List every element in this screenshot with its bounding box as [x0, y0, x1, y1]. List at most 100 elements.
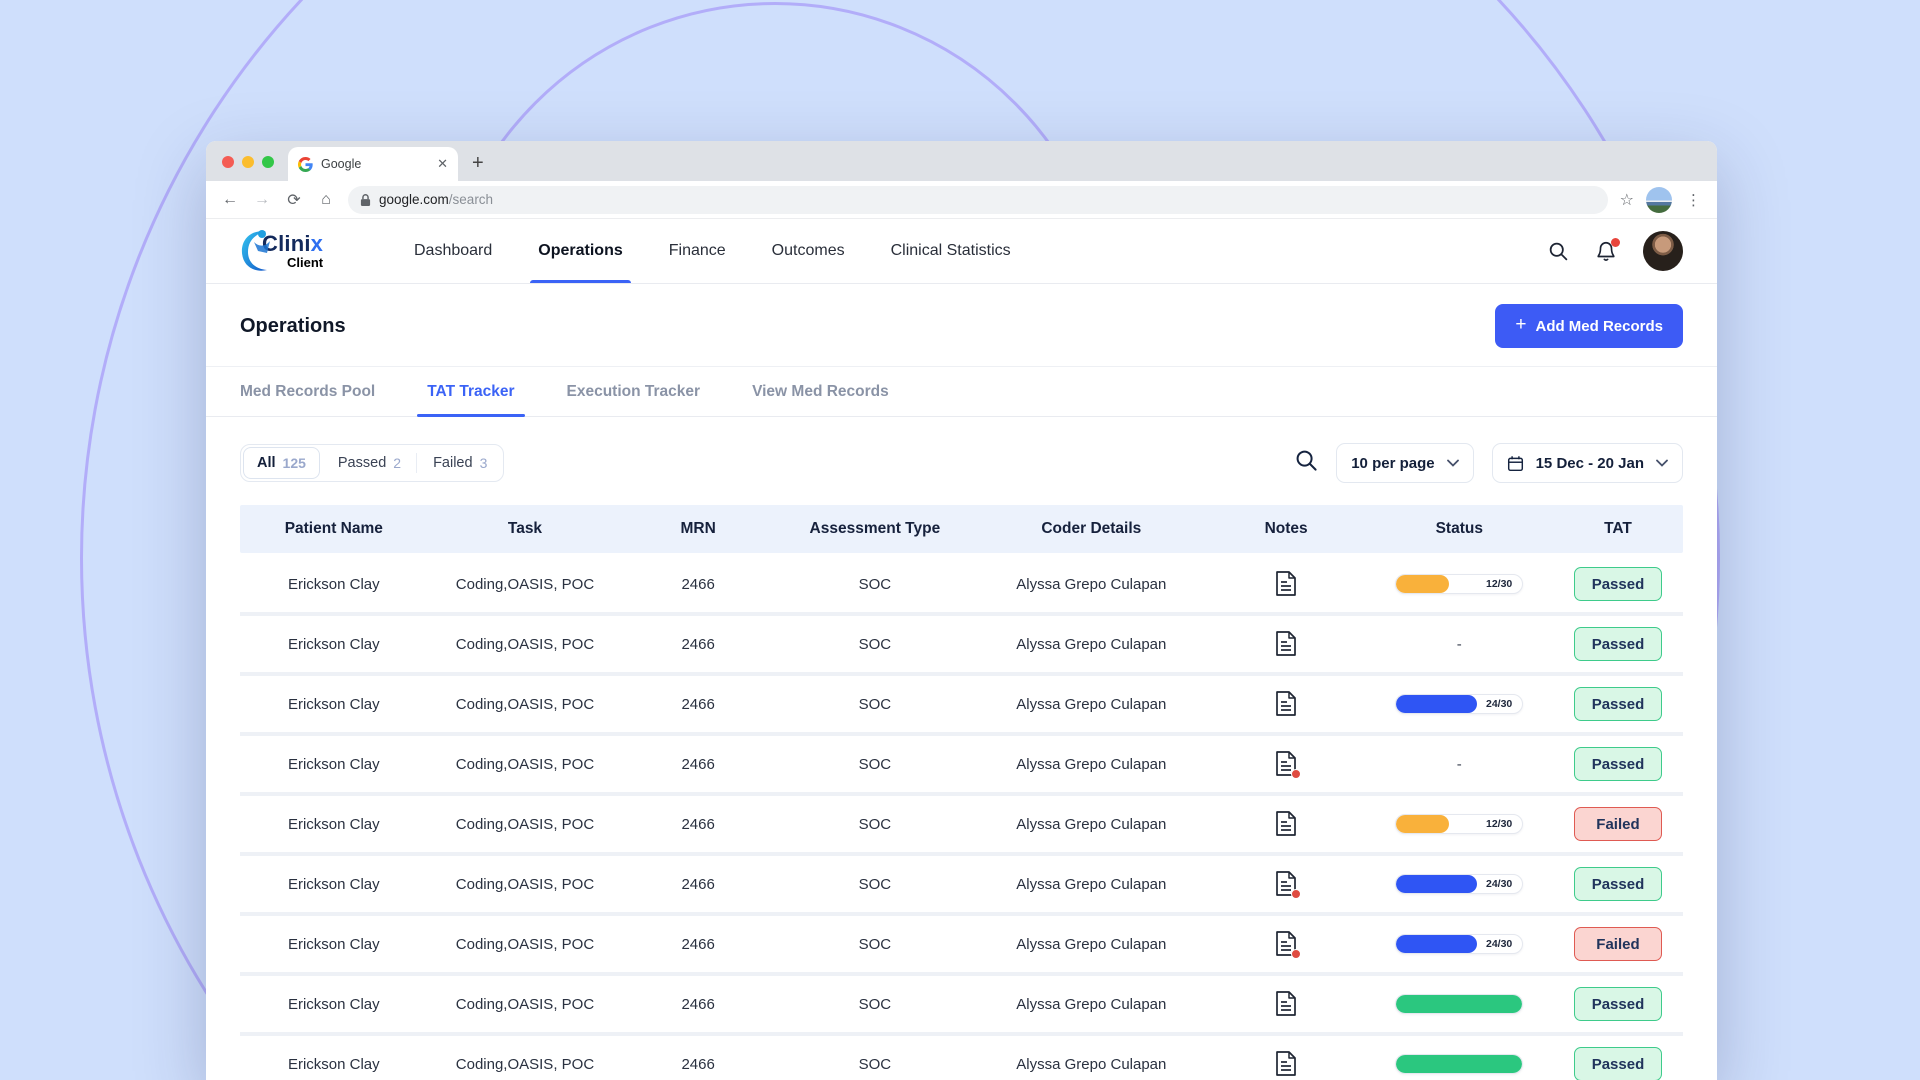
cell-notes	[1207, 630, 1366, 658]
cell-patient: Erickson Clay	[287, 575, 380, 593]
progress-bar	[1395, 1054, 1524, 1074]
filter-failed[interactable]: Failed 3	[417, 445, 503, 481]
search-icon[interactable]	[1548, 241, 1569, 262]
tab-tat-tracker[interactable]: TAT Tracker	[417, 367, 525, 417]
logo-x: x	[310, 231, 324, 256]
table-row[interactable]: Erickson Clay Coding,OASIS, POC 2466 SOC Aly…	[240, 856, 1683, 916]
cell-task: Coding,OASIS, POC	[455, 575, 595, 593]
tat-tracker-table: Patient Name Task MRN Assessment Type Coder …	[240, 505, 1683, 1080]
table-row[interactable]: Erickson Clay Coding,OASIS, POC 2466 SOC Aly…	[240, 1036, 1683, 1080]
cell-patient: Erickson Clay	[287, 935, 380, 953]
note-document-icon[interactable]	[1274, 690, 1298, 718]
progress-label: 24/30	[1485, 938, 1513, 950]
table-row[interactable]: Erickson Clay Coding,OASIS, POC 2466 SOC Aly…	[240, 796, 1683, 856]
forward-icon[interactable]: →	[254, 190, 270, 208]
cell-mrn: 2466	[681, 815, 715, 833]
notifications-bell-icon[interactable]	[1595, 238, 1620, 262]
filter-count: 125	[282, 455, 306, 471]
tab-close-icon[interactable]: ✕	[437, 156, 448, 171]
progress-label: 24/30	[1485, 698, 1513, 710]
cell-notes	[1207, 930, 1366, 959]
progress-fill	[1396, 875, 1477, 893]
reload-icon[interactable]: ⟳	[287, 191, 301, 209]
close-window-button[interactable]	[222, 156, 234, 168]
cell-task: Coding,OASIS, POC	[455, 815, 595, 833]
nav-item-finance[interactable]: Finance	[668, 242, 726, 259]
column-header-patient-name: Patient Name	[284, 520, 383, 537]
note-document-icon[interactable]	[1274, 1050, 1298, 1078]
window-controls[interactable]	[206, 156, 288, 181]
note-document-icon[interactable]	[1274, 990, 1298, 1018]
user-avatar[interactable]	[1643, 231, 1683, 271]
table-body: Erickson Clay Coding,OASIS, POC 2466 SOC Aly…	[240, 556, 1683, 1080]
note-document-icon[interactable]	[1274, 570, 1298, 598]
cell-mrn: 2466	[681, 635, 715, 653]
filter-all[interactable]: All 125	[243, 447, 320, 479]
note-document-icon[interactable]	[1274, 810, 1298, 838]
note-document-icon[interactable]	[1274, 750, 1302, 779]
cell-task: Coding,OASIS, POC	[455, 755, 595, 773]
per-page-select[interactable]: 10 per page	[1336, 443, 1474, 483]
table-row[interactable]: Erickson Clay Coding,OASIS, POC 2466 SOC Aly…	[240, 736, 1683, 796]
cell-notes	[1207, 690, 1366, 718]
cell-task: Coding,OASIS, POC	[455, 875, 595, 893]
section-tabs: Med Records Pool TAT Tracker Execution Tra…	[206, 367, 1717, 417]
tat-status-badge: Passed	[1573, 1047, 1662, 1080]
minimize-window-button[interactable]	[242, 156, 254, 168]
cell-notes	[1207, 810, 1366, 838]
browser-menu-icon[interactable]: ⋮	[1686, 191, 1701, 209]
note-document-icon[interactable]	[1274, 630, 1298, 658]
nav-item-operations[interactable]: Operations	[530, 219, 632, 283]
cell-assessment: SOC	[858, 695, 892, 713]
filter-passed[interactable]: Passed 2	[322, 445, 418, 481]
cell-status: 12/30	[1365, 814, 1553, 834]
cell-coder: Alyssa Grepo Culapan	[1016, 575, 1167, 593]
back-icon[interactable]: ←	[222, 190, 238, 208]
note-document-icon[interactable]	[1274, 930, 1302, 959]
cell-patient: Erickson Clay	[287, 635, 380, 653]
table-row[interactable]: Erickson Clay Coding,OASIS, POC 2466 SOC Aly…	[240, 616, 1683, 676]
tab-execution-tracker[interactable]: Execution Tracker	[566, 382, 701, 400]
cell-assessment: SOC	[858, 995, 892, 1013]
cell-task: Coding,OASIS, POC	[455, 635, 595, 653]
table-search-icon[interactable]	[1295, 449, 1318, 477]
nav-item-clinical-statistics[interactable]: Clinical Statistics	[890, 242, 1011, 259]
chevron-down-icon	[1446, 459, 1459, 467]
address-bar[interactable]: google.com/search	[348, 185, 1608, 214]
table-row[interactable]: Erickson Clay Coding,OASIS, POC 2466 SOC Aly…	[240, 976, 1683, 1036]
maximize-window-button[interactable]	[262, 156, 274, 168]
no-progress-dash: -	[1456, 635, 1462, 653]
column-header-tat: TAT	[1604, 520, 1632, 537]
browser-profile-avatar[interactable]	[1646, 186, 1672, 213]
cell-coder: Alyssa Grepo Culapan	[1016, 815, 1167, 833]
cell-patient: Erickson Clay	[287, 875, 380, 893]
home-icon[interactable]: ⌂	[321, 190, 331, 208]
progress-label: 12/30	[1485, 818, 1513, 830]
browser-tab[interactable]: Google ✕	[288, 147, 458, 181]
table-row[interactable]: Erickson Clay Coding,OASIS, POC 2466 SOC Aly…	[240, 916, 1683, 976]
cell-tat: Passed	[1553, 627, 1683, 661]
plus-icon: +	[1515, 314, 1527, 335]
tab-med-records-pool[interactable]: Med Records Pool	[240, 382, 376, 400]
tab-view-med-records[interactable]: View Med Records	[752, 382, 889, 400]
progress-label: 12/30	[1485, 578, 1513, 590]
cell-status: 24/30	[1365, 874, 1553, 894]
cell-coder: Alyssa Grepo Culapan	[1016, 875, 1167, 893]
progress-bar	[1395, 994, 1524, 1014]
new-tab-button[interactable]: +	[472, 152, 484, 174]
cell-assessment: SOC	[858, 1055, 892, 1073]
cell-status: 24/30	[1365, 934, 1553, 954]
cell-assessment: SOC	[858, 935, 892, 953]
nav-item-dashboard[interactable]: Dashboard	[414, 242, 493, 259]
date-range-picker[interactable]: 15 Dec - 20 Jan	[1491, 443, 1683, 483]
add-med-records-button[interactable]: + Add Med Records	[1495, 304, 1683, 348]
note-document-icon[interactable]	[1274, 870, 1302, 899]
browser-tab-bar: Google ✕ +	[206, 141, 1717, 181]
nav-item-outcomes[interactable]: Outcomes	[771, 242, 845, 259]
table-row[interactable]: Erickson Clay Coding,OASIS, POC 2466 SOC Aly…	[240, 556, 1683, 616]
table-row[interactable]: Erickson Clay Coding,OASIS, POC 2466 SOC Aly…	[240, 676, 1683, 736]
bookmark-star-icon[interactable]: ☆	[1619, 191, 1634, 209]
cell-coder: Alyssa Grepo Culapan	[1016, 935, 1167, 953]
tat-status-badge: Passed	[1573, 627, 1662, 661]
tat-status-badge: Failed	[1573, 807, 1662, 841]
